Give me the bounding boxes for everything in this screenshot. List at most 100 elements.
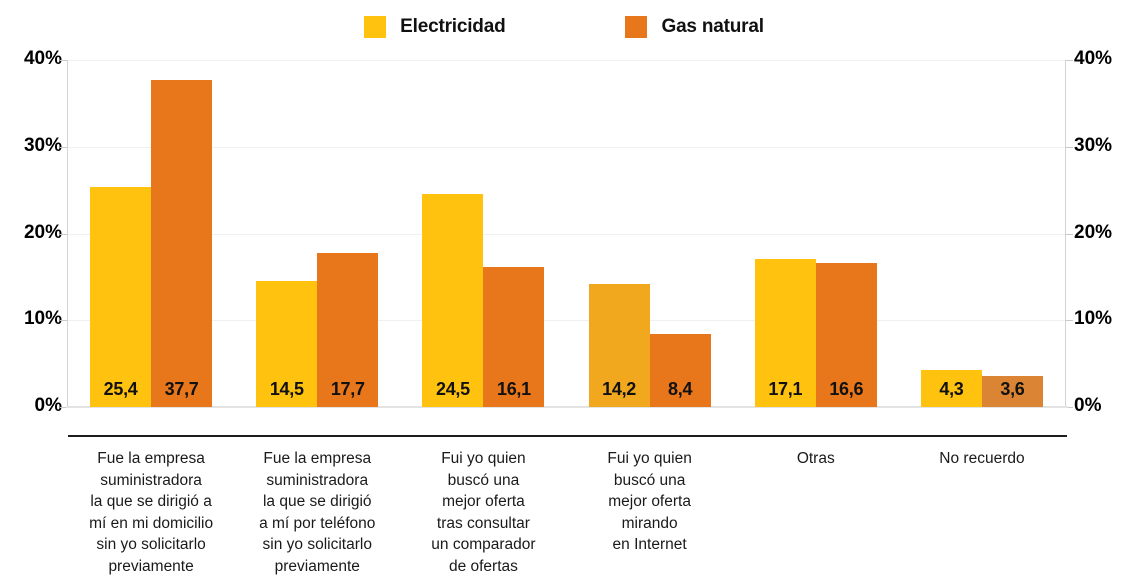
bar-gas-natural[interactable]: 3,6 [981,375,1043,407]
axis-tick-r-10 [1066,320,1073,322]
y-tick-right-0: 0% [1074,395,1102,416]
category-label-line: previamente [108,557,194,575]
category-label-line: Fui yo quien [441,450,526,467]
plot-area: 25,4 37,7 14,5 17,7 24,5 16,1 14,2 8,4 17,1 16,6 4… [60,60,1073,408]
bar-electricidad[interactable]: 4,3 [920,369,982,407]
axis-tick-l-20 [60,233,67,235]
category-label-line: de ofertas [448,557,518,575]
y-tick-left-20: 20% [23,221,62,243]
y-tick-left-0: 0% [34,395,62,416]
category-label-line: en Internet [612,536,687,553]
category-label-line: a mí por teléfono [259,514,376,532]
category-label-line: mirando [621,514,678,532]
bar-electricidad[interactable]: 14,5 [256,281,318,407]
bar-value-label: 17,1 [768,379,803,399]
bar-electricidad[interactable]: 24,5 [422,194,484,407]
bar-gas-natural[interactable]: 16,6 [815,263,877,407]
category-label-line: la que se dirigió [262,493,372,510]
legend-label-gas-natural: Gas natural [661,16,764,37]
category-label-1: Fue la empresa suministradora la que se di… [234,444,400,576]
axis-tick-l-40 [60,60,67,61]
axis-tick-r-30 [1066,146,1073,148]
y-tick-right-10: 10% [1074,308,1113,330]
axis-tick-l-30 [60,146,67,148]
bar-gas-natural[interactable]: 37,7 [151,79,213,407]
bar-value-label: 3,6 [1000,379,1025,399]
legend-swatch-electricidad [364,16,387,38]
category-label-line: sin yo solicitarlo [262,536,372,553]
bar-gas-natural[interactable]: 16,1 [483,267,545,407]
bar-group: 14,2 8,4 [567,60,733,407]
bar-group: 24,5 16,1 [400,60,566,407]
legend-item-electricidad[interactable]: Electricidad [364,16,506,38]
axis-tick-l-10 [60,320,67,322]
category-label-line: buscó una [613,471,686,489]
category-label-line: la que se dirigió a [90,493,212,510]
y-tick-right-20: 20% [1074,221,1113,243]
gridline-40 [68,60,1065,61]
axis-baseline [66,406,1068,408]
y-tick-left-40: 40% [23,48,62,69]
category-label-5: No recuerdo [899,444,1065,576]
y-tick-left-10: 10% [23,308,62,330]
plot-wrapper: 40% 30% 20% 10% 0% 40% 30% 20% 10% 0% 25,4 37,7 14… [0,48,1128,428]
bar-group: 4,3 3,6 [899,60,1065,407]
axis-tick-r-40 [1066,60,1073,61]
axis-line-left [67,60,68,407]
bar-value-label: 25,4 [103,379,138,399]
axis-line-right [1065,60,1066,407]
bar-value-label: 16,6 [829,379,864,399]
category-label-line: mí en mi domicilio [89,514,214,532]
axis-tick-l-0 [60,407,67,408]
category-label-line: mejor oferta [442,493,525,510]
bar-electricidad[interactable]: 17,1 [754,258,816,407]
gridline-10 [68,320,1065,322]
bar-value-label: 17,7 [330,379,365,399]
legend-label-electricidad: Electricidad [400,16,506,37]
category-label-line: Otras [796,450,835,467]
category-label-2: Fui yo quien buscó una mejor oferta tras co… [400,444,566,576]
category-label-0: Fue la empresa suministradora la que se di… [68,444,234,576]
category-label-line: sin yo solicitarlo [96,536,206,553]
category-label-line: Fue la empresa [97,450,205,467]
bar-value-label: 8,4 [668,379,693,399]
category-label-line: previamente [274,557,360,575]
category-label-line: mejor oferta [608,493,691,510]
bar-value-label: 4,3 [939,379,964,399]
y-tick-right-40: 40% [1074,48,1113,69]
bar-value-label: 16,1 [497,379,531,399]
bar-electricidad[interactable]: 25,4 [90,186,152,407]
bar-group: 17,1 16,6 [733,60,899,407]
category-label-4: Otras [733,444,899,576]
legend-swatch-gas-natural [625,16,648,38]
category-label-line: suministradora [266,471,369,489]
bar-groups: 25,4 37,7 14,5 17,7 24,5 16,1 14,2 8,4 17,1 16,6 4… [68,60,1065,407]
category-label-line: buscó una [447,471,520,489]
category-label-line: tras consultar [436,514,530,532]
legend-item-gas-natural[interactable]: Gas natural [625,16,764,38]
bar-group: 14,5 17,7 [234,60,400,407]
category-label-3: Fui yo quien buscó una mejor oferta mirando… [567,444,733,576]
axis-tick-r-20 [1066,233,1073,235]
gridline-30 [68,146,1065,148]
bar-value-label: 37,7 [164,379,199,399]
y-tick-left-30: 30% [23,134,62,156]
gridline-20 [68,233,1065,235]
category-label-line: suministradora [100,471,202,489]
bar-value-label: 14,2 [602,379,637,399]
bar-electricidad[interactable]: 14,2 [588,283,650,407]
category-label-line: un comparador [431,536,536,553]
axis-tick-r-0 [1066,407,1073,408]
category-separator-line [68,435,1067,437]
bar-group: 25,4 37,7 [68,60,234,407]
y-tick-right-30: 30% [1074,134,1113,156]
category-labels: Fue la empresa suministradora la que se di… [68,444,1065,576]
bar-value-label: 14,5 [269,379,304,399]
bar-gas-natural[interactable]: 8,4 [649,334,711,407]
bar-value-label: 24,5 [436,379,470,399]
bar-gas-natural[interactable]: 17,7 [317,253,379,407]
category-label-line: Fui yo quien [607,450,692,467]
category-label-line: No recuerdo [939,450,1025,467]
category-label-line: Fue la empresa [263,450,372,467]
